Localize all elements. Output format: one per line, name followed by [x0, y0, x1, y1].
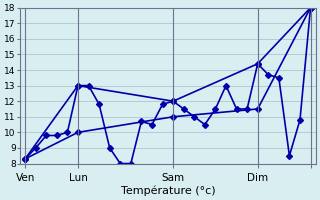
X-axis label: Température (°c): Température (°c) [121, 185, 215, 196]
